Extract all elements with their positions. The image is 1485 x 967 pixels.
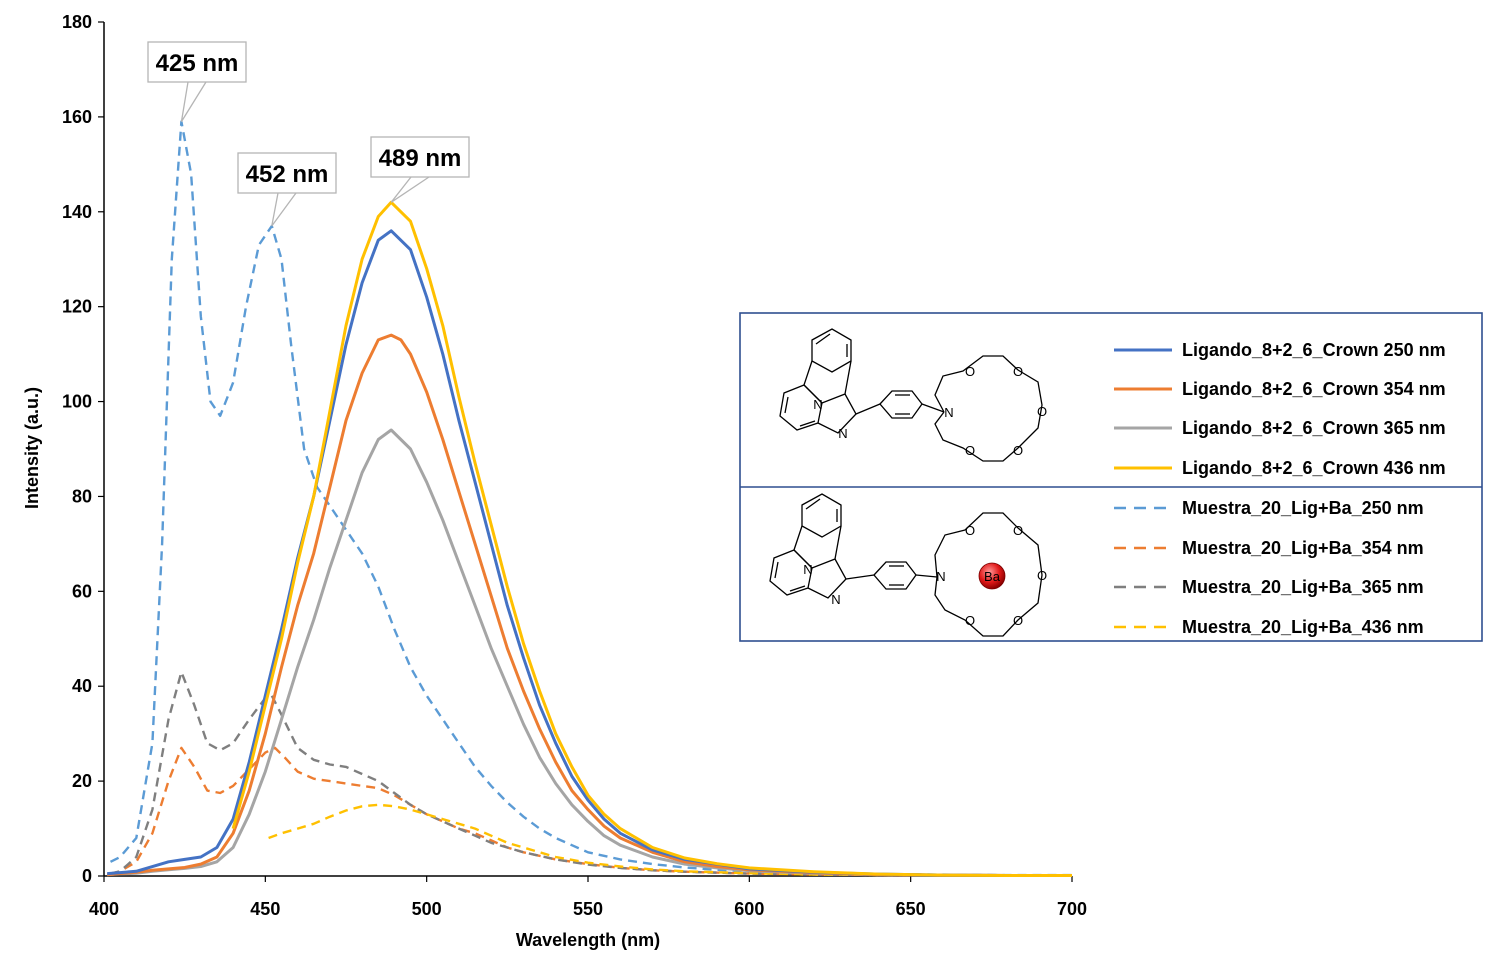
benzo-bond — [805, 498, 821, 510]
atom-o: O — [965, 613, 975, 628]
atom-o: O — [965, 443, 975, 458]
atom-o: O — [1013, 443, 1023, 458]
legend-entry: Ligando_8+2_6_Crown 250 nm — [1114, 340, 1446, 360]
y-tick-label: 0 — [82, 866, 92, 886]
legend-entry: Muestra_20_Lig+Ba_436 nm — [1114, 617, 1424, 637]
legend-entry: Muestra_20_Lig+Ba_354 nm — [1114, 538, 1424, 558]
callout-label: 452 nm — [246, 161, 329, 188]
ligand-labels: N N N O O O O O — [813, 364, 1047, 458]
barium-label: Ba — [984, 569, 1001, 584]
complex-labels: N N N O O O O O — [803, 523, 1047, 628]
legend-label: Ligando_8+2_6_Crown 354 nm — [1182, 379, 1446, 399]
callout-pointer — [390, 176, 430, 203]
pyridine-ring — [769, 549, 813, 596]
complex-structure — [769, 493, 1043, 637]
legend-label: Ligando_8+2_6_Crown 250 nm — [1182, 340, 1446, 360]
y-tick-label: 120 — [62, 297, 92, 317]
x-tick-label: 400 — [89, 899, 119, 919]
x-axis-title: Wavelength (nm) — [516, 930, 660, 950]
legend-label: Muestra_20_Lig+Ba_436 nm — [1182, 617, 1424, 637]
callout-pointer — [180, 81, 207, 122]
y-axis-title: Intensity (a.u.) — [22, 387, 42, 509]
peak-callouts: 425 nm 452 nm 489 nm — [147, 41, 470, 227]
y-tick-label: 20 — [72, 771, 92, 791]
series-line-4 — [231, 200, 1072, 877]
series-layer — [107, 120, 1073, 877]
legend-label: Muestra_20_Lig+Ba_354 nm — [1182, 538, 1424, 558]
callout-box — [147, 41, 247, 83]
x-tick-label: 550 — [573, 899, 603, 919]
series-line-6 — [110, 746, 1073, 877]
y-tick-label: 60 — [72, 581, 92, 601]
legend-label: Muestra_20_Lig+Ba_365 nm — [1182, 577, 1424, 597]
pyridine-bond — [799, 420, 816, 427]
x-tick-label: 600 — [734, 899, 764, 919]
aryl-n-bond — [921, 403, 945, 413]
atom-n-imine: N — [831, 592, 840, 607]
pyridine-bond — [774, 561, 779, 579]
x-tick-label: 700 — [1057, 899, 1087, 919]
legend-entries: Ligando_8+2_6_Crown 250 nm Ligando_8+2_6_… — [1114, 340, 1446, 637]
callout-box — [370, 136, 470, 178]
aryl-n-bond — [915, 574, 938, 578]
atom-o: O — [965, 364, 975, 379]
y-tick-label: 180 — [62, 12, 92, 32]
callout-box — [237, 152, 337, 194]
y-tick-label: 80 — [72, 486, 92, 506]
crown-ring — [934, 355, 1043, 462]
legend-label: Ligando_8+2_6_Crown 365 nm — [1182, 418, 1446, 438]
linker-bond — [855, 403, 881, 415]
y-tick-label: 40 — [72, 676, 92, 696]
legend-entry: Ligando_8+2_6_Crown 354 nm — [1114, 379, 1446, 399]
series-line-8 — [268, 803, 1073, 877]
atom-o: O — [1013, 364, 1023, 379]
series-line-5 — [109, 120, 1072, 877]
series-line-2 — [107, 333, 1072, 877]
legend-entry: Muestra_20_Lig+Ba_365 nm — [1114, 577, 1424, 597]
y-tick-label: 140 — [62, 202, 92, 222]
atom-o: O — [1013, 613, 1023, 628]
x-tick-label: 500 — [412, 899, 442, 919]
atom-n-imine: N — [838, 426, 847, 441]
imidazole-ring — [807, 558, 847, 599]
atom-n-bridge: N — [803, 562, 812, 577]
peak-callout: 425 nm — [147, 41, 247, 122]
legend-entry: Muestra_20_Lig+Ba_250 nm — [1114, 498, 1424, 518]
peak-callout: 489 nm — [370, 136, 470, 203]
callout-label: 425 nm — [156, 50, 239, 77]
atom-o: O — [1037, 404, 1047, 419]
atom-n-crown: N — [944, 405, 953, 420]
series-line-7 — [110, 670, 1073, 877]
pyridine-bond — [789, 585, 806, 592]
y-tick-label: 160 — [62, 107, 92, 127]
pyridine-bond — [784, 396, 789, 414]
series-line-3 — [107, 428, 1072, 877]
tick-labels: 0 20 40 60 80 100 120 140 160 180 400 450 500 550 600 6… — [62, 12, 1087, 919]
x-tick-label: 450 — [250, 899, 280, 919]
legend: Ligando_8+2_6_Crown 250 nm Ligando_8+2_6_… — [739, 312, 1483, 642]
legend-entry: Ligando_8+2_6_Crown 436 nm — [1114, 458, 1446, 478]
atom-o: O — [965, 523, 975, 538]
legend-label: Muestra_20_Lig+Ba_250 nm — [1182, 498, 1424, 518]
legend-label: Ligando_8+2_6_Crown 436 nm — [1182, 458, 1446, 478]
callout-label: 489 nm — [379, 145, 462, 172]
atom-o: O — [1037, 568, 1047, 583]
atom-n-crown: N — [936, 569, 945, 584]
legend-frame — [739, 312, 1483, 642]
barium-ion-icon — [978, 562, 1006, 590]
ligand-structure — [779, 328, 1043, 462]
pyridine-ring — [779, 384, 823, 431]
linker-bond — [845, 574, 875, 580]
callout-pointer — [271, 192, 297, 227]
y-tick-label: 100 — [62, 392, 92, 412]
benzo-bond — [815, 333, 831, 345]
imidazole-ring — [817, 393, 857, 434]
x-tick-label: 650 — [896, 899, 926, 919]
atom-n-bridge: N — [813, 397, 822, 412]
atom-o: O — [1013, 523, 1023, 538]
peak-callout: 452 nm — [237, 152, 337, 227]
legend-entry: Ligando_8+2_6_Crown 365 nm — [1114, 418, 1446, 438]
crown-ring — [934, 512, 1043, 637]
